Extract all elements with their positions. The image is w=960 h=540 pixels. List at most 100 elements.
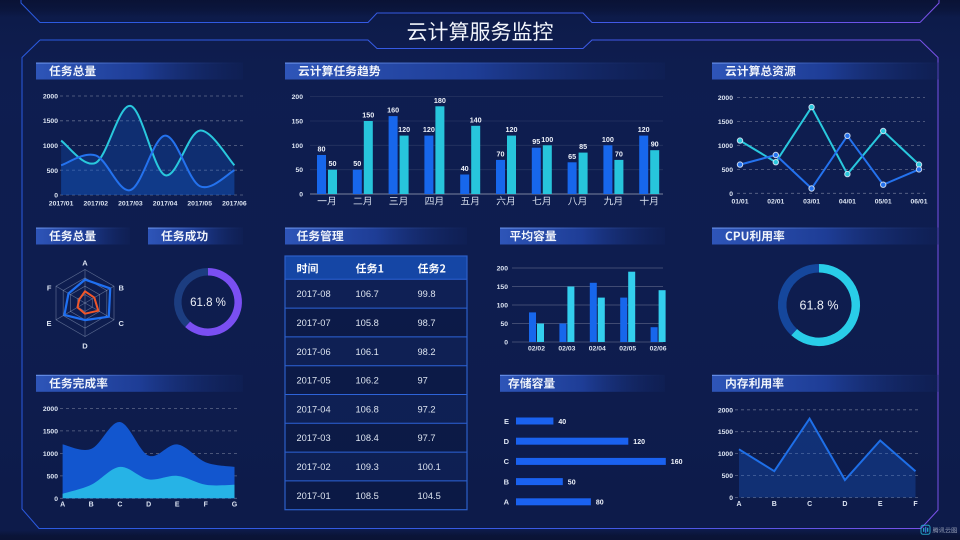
svg-text:61.8 %: 61.8 %: [800, 299, 839, 313]
svg-text:B: B: [119, 284, 125, 293]
svg-text:E: E: [504, 417, 509, 426]
svg-text:D: D: [146, 502, 151, 509]
svg-text:61.8 %: 61.8 %: [190, 297, 226, 309]
svg-text:150: 150: [497, 284, 509, 291]
svg-text:98.7: 98.7: [418, 318, 436, 328]
svg-text:500: 500: [722, 473, 734, 480]
svg-text:160: 160: [671, 459, 683, 466]
svg-text:65: 65: [568, 152, 576, 161]
svg-text:2017-05: 2017-05: [297, 376, 331, 386]
svg-text:2017-06: 2017-06: [297, 347, 331, 357]
svg-text:1500: 1500: [43, 428, 58, 435]
svg-text:C: C: [807, 501, 812, 508]
svg-text:106.1: 106.1: [356, 347, 379, 357]
svg-text:140: 140: [470, 115, 482, 124]
svg-text:A: A: [504, 498, 510, 507]
svg-text:2017-07: 2017-07: [297, 318, 331, 328]
svg-text:500: 500: [722, 167, 734, 174]
svg-text:C: C: [119, 319, 125, 328]
svg-text:50: 50: [329, 159, 337, 168]
svg-text:A: A: [60, 502, 65, 509]
svg-text:500: 500: [47, 168, 59, 175]
svg-text:50: 50: [568, 479, 576, 486]
svg-text:A: A: [82, 259, 88, 268]
svg-text:100.1: 100.1: [418, 462, 441, 472]
svg-text:F: F: [204, 502, 209, 509]
svg-text:97.2: 97.2: [418, 404, 436, 414]
svg-text:01/01: 01/01: [731, 199, 748, 206]
svg-text:120: 120: [638, 125, 650, 134]
svg-text:1000: 1000: [43, 451, 58, 458]
svg-text:0: 0: [504, 340, 508, 347]
svg-text:2017/06: 2017/06: [222, 201, 247, 208]
svg-text:104.5: 104.5: [418, 491, 441, 501]
svg-text:2017/02: 2017/02: [84, 201, 109, 208]
svg-text:200: 200: [497, 266, 509, 273]
svg-text:B: B: [772, 501, 777, 508]
svg-text:2000: 2000: [718, 95, 733, 102]
svg-text:02/06: 02/06: [650, 346, 667, 353]
svg-text:50: 50: [500, 321, 508, 328]
svg-text:2017/05: 2017/05: [187, 201, 212, 208]
svg-text:70: 70: [497, 149, 505, 158]
svg-text:03/01: 03/01: [803, 199, 820, 206]
svg-text:98.2: 98.2: [418, 347, 436, 357]
svg-text:106.8: 106.8: [356, 404, 379, 414]
svg-text:D: D: [842, 501, 847, 508]
svg-text:G: G: [232, 502, 238, 509]
svg-text:180: 180: [434, 96, 446, 105]
svg-text:E: E: [175, 502, 180, 509]
svg-text:02/04: 02/04: [589, 346, 606, 353]
svg-text:120: 120: [633, 439, 645, 446]
svg-text:2017/01: 2017/01: [49, 201, 74, 208]
svg-text:D: D: [82, 342, 88, 351]
svg-text:1000: 1000: [718, 143, 733, 150]
svg-text:85: 85: [579, 142, 587, 151]
svg-text:0: 0: [729, 495, 733, 502]
svg-text:B: B: [504, 477, 510, 486]
svg-text:2017-02: 2017-02: [297, 462, 331, 472]
svg-text:108.5: 108.5: [356, 491, 379, 501]
svg-text:0: 0: [299, 192, 303, 199]
svg-text:500: 500: [47, 473, 59, 480]
svg-text:200: 200: [292, 94, 304, 101]
svg-text:E: E: [878, 501, 883, 508]
svg-text:100: 100: [292, 143, 304, 150]
svg-text:1000: 1000: [718, 451, 733, 458]
svg-text:C: C: [504, 457, 510, 466]
svg-text:E: E: [46, 319, 51, 328]
svg-text:02/05: 02/05: [619, 346, 636, 353]
svg-text:150: 150: [362, 111, 374, 120]
svg-text:02/01: 02/01: [767, 199, 784, 206]
svg-text:1500: 1500: [718, 429, 733, 436]
svg-text:150: 150: [292, 119, 304, 126]
svg-text:A: A: [736, 501, 741, 508]
svg-text:100: 100: [541, 135, 553, 144]
svg-text:80: 80: [318, 145, 326, 154]
svg-text:2017-03: 2017-03: [297, 433, 331, 443]
svg-text:120: 120: [398, 125, 410, 134]
svg-text:1000: 1000: [43, 143, 58, 150]
svg-text:2017-04: 2017-04: [297, 404, 331, 414]
svg-text:F: F: [47, 284, 52, 293]
svg-text:2000: 2000: [43, 406, 58, 413]
svg-text:D: D: [504, 437, 510, 446]
svg-text:160: 160: [387, 106, 399, 115]
svg-text:90: 90: [651, 140, 659, 149]
svg-text:105.8: 105.8: [356, 318, 379, 328]
svg-text:100: 100: [497, 303, 509, 310]
svg-text:50: 50: [353, 159, 361, 168]
svg-text:02/02: 02/02: [528, 346, 545, 353]
svg-text:97.7: 97.7: [418, 433, 436, 443]
svg-text:100: 100: [602, 135, 614, 144]
svg-text:04/01: 04/01: [839, 199, 856, 206]
svg-text:2000: 2000: [43, 94, 58, 101]
svg-text:0: 0: [729, 191, 733, 198]
svg-text:106.2: 106.2: [356, 376, 379, 386]
svg-text:120: 120: [506, 125, 518, 134]
svg-text:05/01: 05/01: [875, 199, 892, 206]
svg-text:108.4: 108.4: [356, 433, 379, 443]
svg-text:2017-01: 2017-01: [297, 491, 331, 501]
svg-text:2017/03: 2017/03: [118, 201, 143, 208]
svg-text:40: 40: [558, 419, 566, 426]
